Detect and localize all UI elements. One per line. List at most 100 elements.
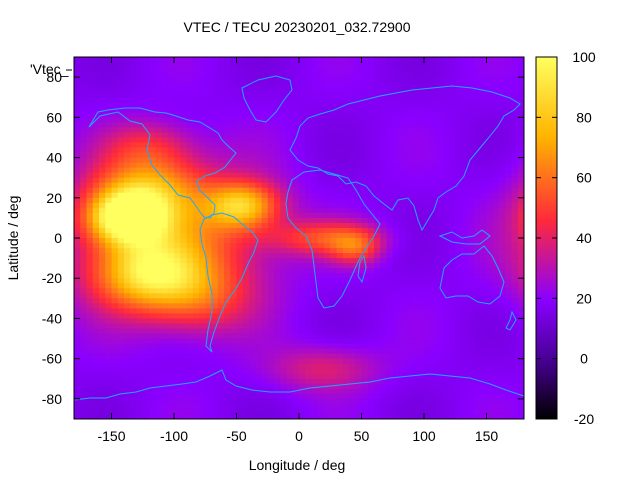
heatmap-cell (355, 147, 363, 154)
heatmap-cell (249, 112, 256, 118)
heatmap-cell (349, 303, 356, 309)
heatmap-cell (292, 77, 300, 83)
heatmap-cell (236, 82, 244, 88)
heatmap-cell (361, 273, 369, 279)
heatmap-cell (105, 348, 113, 355)
heatmap-cell (280, 222, 288, 229)
heatmap-cell (411, 298, 419, 304)
heatmap-cell (224, 112, 231, 118)
heatmap-cell (80, 122, 88, 128)
heatmap-cell (480, 273, 488, 279)
heatmap-cell (261, 117, 269, 123)
heatmap-cell (74, 343, 81, 350)
heatmap-cell (399, 263, 406, 269)
heatmap-cell (405, 92, 413, 98)
heatmap-cell (392, 77, 400, 83)
heatmap-cell (192, 338, 200, 345)
heatmap-cell (286, 373, 294, 380)
heatmap-cell (267, 383, 275, 390)
heatmap-cell (74, 192, 81, 199)
heatmap-cell (274, 383, 281, 390)
heatmap-cell (386, 147, 394, 154)
heatmap-cell (236, 157, 244, 164)
heatmap-cell (136, 343, 144, 350)
heatmap-cell (124, 308, 131, 315)
heatmap-cell (99, 167, 106, 174)
heatmap-cell (236, 348, 244, 355)
heatmap-cell (361, 393, 369, 400)
heatmap-cell (305, 87, 313, 93)
heatmap-cell (236, 388, 244, 395)
heatmap-cell (386, 227, 394, 234)
heatmap-cell (474, 338, 481, 345)
heatmap-cell (492, 338, 500, 345)
heatmap-cell (249, 62, 256, 68)
heatmap-cell (92, 373, 100, 380)
heatmap-cell (92, 398, 100, 405)
heatmap-cell (305, 227, 313, 234)
heatmap-cell (349, 278, 356, 284)
heatmap-cell (111, 353, 119, 360)
heatmap-cell (330, 243, 338, 249)
heatmap-cell (217, 147, 225, 154)
heatmap-cell (242, 122, 250, 128)
heatmap-cell (517, 253, 524, 259)
heatmap-cell (205, 82, 213, 88)
heatmap-cell (367, 97, 375, 103)
heatmap-cell (386, 172, 394, 179)
heatmap-cell (280, 368, 288, 375)
heatmap-cell (211, 358, 219, 365)
heatmap-cell (349, 207, 356, 214)
heatmap-cell (411, 142, 419, 149)
heatmap-cell (99, 343, 106, 350)
heatmap-cell (467, 112, 475, 118)
heatmap-cell (111, 323, 119, 330)
heatmap-cell (342, 167, 350, 174)
heatmap-cell (511, 192, 519, 199)
heatmap-cell (399, 162, 406, 169)
heatmap-cell (242, 363, 250, 370)
heatmap-cell (442, 112, 450, 118)
heatmap-cell (111, 338, 119, 345)
heatmap-cell (311, 253, 319, 259)
heatmap-cell (430, 222, 438, 229)
heatmap-cell (374, 378, 381, 385)
heatmap-cell (299, 253, 306, 259)
heatmap-cell (486, 333, 494, 340)
heatmap-cell (267, 243, 275, 249)
heatmap-cell (192, 207, 200, 214)
heatmap-cell (224, 333, 231, 340)
heatmap-cell (105, 142, 113, 149)
heatmap-cell (380, 62, 388, 68)
heatmap-cell (280, 248, 288, 254)
heatmap-cell (474, 152, 481, 159)
heatmap-cell (317, 117, 325, 123)
heatmap-cell (80, 117, 88, 123)
heatmap-cell (111, 373, 119, 380)
heatmap-cell (255, 147, 263, 154)
heatmap-cell (317, 368, 325, 375)
heatmap-cell (374, 122, 381, 128)
heatmap-cell (361, 323, 369, 330)
heatmap-cell (317, 268, 325, 274)
heatmap-cell (286, 328, 294, 335)
heatmap-cell (505, 378, 513, 385)
heatmap-cell (411, 127, 419, 134)
heatmap-cell (174, 238, 181, 244)
heatmap-cell (155, 197, 163, 204)
heatmap-cell (130, 197, 138, 204)
heatmap-cell (111, 177, 119, 184)
heatmap-cell (74, 162, 81, 169)
heatmap-cell (299, 77, 306, 83)
heatmap-cell (380, 303, 388, 309)
heatmap-cell (236, 258, 244, 264)
heatmap-cell (299, 323, 306, 330)
heatmap-cell (249, 273, 256, 279)
heatmap-cell (199, 157, 206, 164)
heatmap-cell (205, 142, 213, 149)
heatmap-cell (111, 298, 119, 304)
heatmap-cell (324, 157, 331, 164)
heatmap-cell (399, 72, 406, 78)
heatmap-cell (92, 403, 100, 410)
heatmap-cell (455, 192, 463, 199)
